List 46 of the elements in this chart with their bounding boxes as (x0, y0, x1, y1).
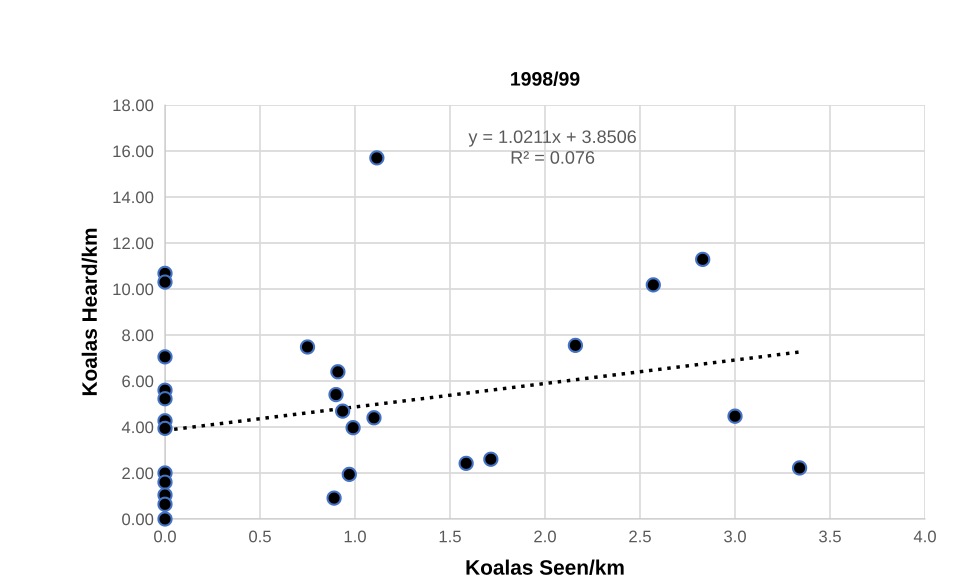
point (342, 466, 357, 482)
point (157, 274, 173, 290)
annotation: y = 1.0211x + 3.8506 R² = 0.076 (468, 130, 636, 164)
x-tick-label: 4.0 (914, 530, 936, 542)
point (300, 339, 316, 355)
y-tick-label: 2.00 (122, 467, 154, 480)
point (568, 338, 584, 353)
point (345, 420, 361, 436)
point (157, 496, 173, 512)
point (646, 277, 661, 292)
x-tick-label: 2.0 (534, 530, 556, 542)
chart-title: 1998/99 (511, 71, 580, 86)
y-tick-label: 14.00 (113, 191, 154, 204)
point (366, 410, 382, 426)
y-axis-title: Koalas Heard/km (82, 228, 98, 396)
point (157, 349, 173, 364)
point (157, 511, 173, 527)
x-tick-label: 1.0 (344, 530, 366, 542)
y-tick-label: 10.00 (113, 283, 154, 296)
point (157, 420, 173, 436)
y-tick-label: 8.00 (122, 329, 154, 342)
x-tick-label: 0.0 (154, 530, 176, 542)
point (335, 403, 350, 419)
point (157, 474, 173, 490)
y-tick-label: 12.00 (113, 237, 154, 250)
x-tick-label: 1.5 (440, 530, 461, 542)
x-tick-label: 3.0 (724, 530, 746, 542)
point (157, 391, 173, 406)
y-tick-label: 6.00 (122, 375, 154, 388)
x-tick-label: 0.5 (249, 530, 271, 542)
x-tick-label: 2.5 (629, 530, 651, 542)
point (369, 150, 384, 166)
x-axis-title: Koalas Seen/km (466, 560, 624, 576)
point (483, 452, 498, 467)
y-tick-label: 16.00 (113, 145, 154, 158)
x-tick-label: 3.5 (819, 530, 841, 542)
point (727, 408, 743, 424)
point (458, 456, 474, 471)
point (330, 364, 346, 380)
y-tick-label: 0.00 (122, 513, 154, 526)
point (326, 490, 342, 506)
y-tick-label: 18.00 (113, 99, 154, 112)
point (695, 252, 710, 267)
point (792, 460, 808, 476)
point (328, 386, 344, 402)
y-tick-label: 4.00 (122, 421, 154, 434)
